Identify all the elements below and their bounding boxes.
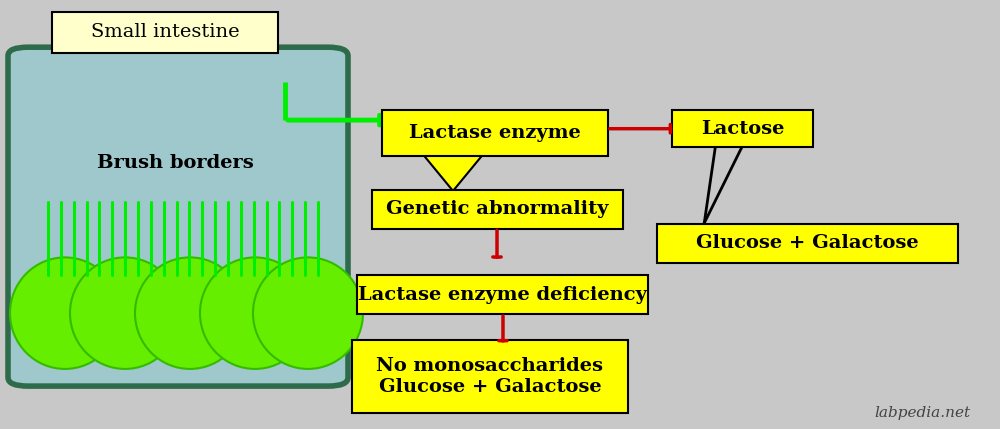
Ellipse shape (200, 257, 310, 369)
Text: Lactose: Lactose (701, 120, 784, 138)
FancyBboxPatch shape (352, 340, 628, 413)
Text: Small intestine: Small intestine (91, 23, 239, 41)
Text: Genetic abnormality: Genetic abnormality (386, 200, 609, 218)
FancyBboxPatch shape (52, 12, 278, 53)
FancyBboxPatch shape (672, 110, 813, 147)
FancyBboxPatch shape (8, 47, 348, 386)
Text: Lactase enzyme: Lactase enzyme (409, 124, 581, 142)
Ellipse shape (253, 257, 363, 369)
Text: Glucose + Galactose: Glucose + Galactose (696, 235, 919, 252)
Ellipse shape (135, 257, 245, 369)
Text: No monosaccharides
Glucose + Galactose: No monosaccharides Glucose + Galactose (376, 357, 604, 396)
Ellipse shape (70, 257, 180, 369)
FancyBboxPatch shape (382, 110, 608, 156)
Polygon shape (423, 154, 483, 191)
Text: labpedia.net: labpedia.net (874, 406, 970, 420)
FancyBboxPatch shape (357, 275, 648, 314)
FancyBboxPatch shape (657, 224, 958, 263)
FancyBboxPatch shape (372, 190, 623, 229)
Ellipse shape (10, 257, 120, 369)
Text: Lactase enzyme deficiency: Lactase enzyme deficiency (358, 286, 647, 304)
Text: Brush borders: Brush borders (97, 154, 253, 172)
